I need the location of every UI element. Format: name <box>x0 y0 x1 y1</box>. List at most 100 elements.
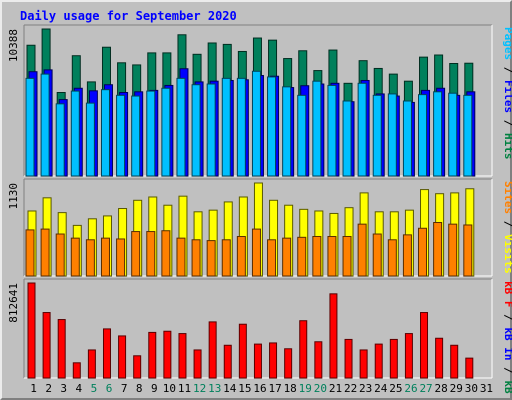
axis-legend: Pages / Files / Hits <box>502 27 512 160</box>
bar-sites-day-5 <box>85 239 95 277</box>
bar-pages-day-24 <box>372 94 382 177</box>
x-tick-label-day-20: 20 <box>314 382 327 395</box>
bar-sites-day-7 <box>116 238 126 277</box>
bar-sites-day-4 <box>70 237 80 277</box>
bar-sites-day-12 <box>191 239 201 277</box>
bar-kb-f-day-23 <box>359 349 368 379</box>
bar-pages-day-12 <box>191 84 201 177</box>
bar-sites-day-10 <box>161 230 171 277</box>
bar-kb-f-day-10 <box>163 330 172 379</box>
y-max-label: 10388 <box>7 29 20 62</box>
legend-entry: Pages <box>502 27 512 60</box>
bar-sites-day-19 <box>297 236 307 277</box>
bar-sites-day-13 <box>206 240 216 277</box>
x-tick-label-day-25: 25 <box>389 382 402 395</box>
bar-pages-day-25 <box>387 93 397 177</box>
x-tick-label-day-24: 24 <box>374 382 388 395</box>
bar-pages-day-8 <box>131 95 141 177</box>
bar-pages-day-15 <box>236 77 246 177</box>
bar-pages-day-22 <box>342 100 352 177</box>
bar-sites-day-22 <box>342 235 352 277</box>
bars <box>25 182 475 277</box>
bar-kb-f-day-21 <box>329 293 338 379</box>
bar-kb-f-day-3 <box>57 319 66 379</box>
bar-sites-day-21 <box>327 235 337 277</box>
bar-sites-day-29 <box>448 223 458 277</box>
bar-kb-f-day-29 <box>450 344 459 379</box>
legend-entry: Sites <box>502 181 512 214</box>
bar-pages-day-19 <box>297 94 307 177</box>
bar-kb-f-day-8 <box>133 355 142 379</box>
bar-kb-f-day-7 <box>118 335 127 379</box>
bar-kb-f-day-18 <box>284 348 293 379</box>
bar-pages-day-2 <box>40 73 50 177</box>
panel-hits-files-pages: 10388 Pages / Files / Hits <box>7 24 512 177</box>
bar-sites-day-17 <box>267 239 277 277</box>
bar-sites-day-14 <box>221 239 231 277</box>
bar-pages-day-3 <box>55 103 65 177</box>
bar-sites-day-15 <box>236 235 246 277</box>
x-tick-label-day-6: 6 <box>106 382 113 395</box>
bar-sites-day-16 <box>251 228 261 277</box>
bar-pages-day-16 <box>251 70 261 177</box>
x-tick-label-day-17: 17 <box>268 382 281 395</box>
bar-sites-day-24 <box>372 233 382 277</box>
bar-sites-day-30 <box>463 224 473 277</box>
x-tick-label-day-19: 19 <box>299 382 312 395</box>
x-tick-label-day-11: 11 <box>178 382 191 395</box>
bar-pages-day-27 <box>418 94 428 177</box>
x-tick-label-day-12: 12 <box>193 382 206 395</box>
x-tick-label-day-15: 15 <box>238 382 251 395</box>
bar-sites-day-27 <box>418 227 428 277</box>
legend-entry: kB In <box>502 327 512 360</box>
x-tick-label-day-4: 4 <box>76 382 83 395</box>
bar-sites-day-9 <box>146 231 156 277</box>
bar-pages-day-9 <box>146 90 156 177</box>
legend-entry: Files <box>502 80 512 113</box>
bar-pages-day-26 <box>402 100 412 177</box>
bar-sites-day-3 <box>55 233 65 277</box>
x-tick-label-day-21: 21 <box>329 382 342 395</box>
x-tick-label-day-31: 31 <box>480 382 493 395</box>
axis-legend: kB F / kB In / kB Out <box>502 281 512 400</box>
bar-sites-day-1 <box>25 229 35 277</box>
legend-entry: Hits <box>502 133 512 160</box>
legend-entry: / <box>502 113 512 133</box>
legend-entry: Visits <box>502 234 512 274</box>
x-tick-label-day-30: 30 <box>465 382 478 395</box>
bar-pages-day-7 <box>116 94 126 177</box>
bar-sites-day-18 <box>282 237 292 277</box>
bar-kb-f-day-2 <box>42 312 51 379</box>
legend-entry: kB F <box>502 281 512 308</box>
bar-kb-f-day-27 <box>420 312 429 379</box>
bar-sites-day-2 <box>40 228 50 277</box>
legend-entry: / <box>502 60 512 80</box>
bar-kb-f-day-28 <box>435 337 444 379</box>
bar-kb-f-day-12 <box>193 349 202 379</box>
chart-title: Daily usage for September 2020 <box>20 9 237 23</box>
x-tick-label-day-5: 5 <box>91 382 98 395</box>
bar-kb-f-day-24 <box>374 343 383 379</box>
bar-pages-day-29 <box>448 92 458 177</box>
bar-kb-f-day-13 <box>208 321 217 379</box>
x-tick-label-day-16: 16 <box>253 382 266 395</box>
bar-pages-day-14 <box>221 77 231 177</box>
bars <box>25 28 476 177</box>
bar-sites-day-26 <box>402 234 412 277</box>
bar-pages-day-5 <box>85 102 95 177</box>
bar-kb-f-day-17 <box>269 342 278 379</box>
x-tick-label-day-26: 26 <box>404 382 417 395</box>
panel-visits-sites: 1130 Sites / Visits <box>7 178 512 277</box>
bar-sites-day-11 <box>176 237 186 277</box>
bar-pages-day-1 <box>25 77 35 177</box>
bar-pages-day-20 <box>312 80 322 177</box>
bar-kb-f-day-4 <box>72 362 81 379</box>
bar-sites-day-20 <box>312 235 322 277</box>
bar-pages-day-23 <box>357 82 367 177</box>
bar-kb-f-day-5 <box>87 349 96 379</box>
bar-kb-f-day-9 <box>148 331 157 379</box>
legend-entry: / <box>502 361 512 381</box>
bar-pages-day-4 <box>70 90 80 177</box>
